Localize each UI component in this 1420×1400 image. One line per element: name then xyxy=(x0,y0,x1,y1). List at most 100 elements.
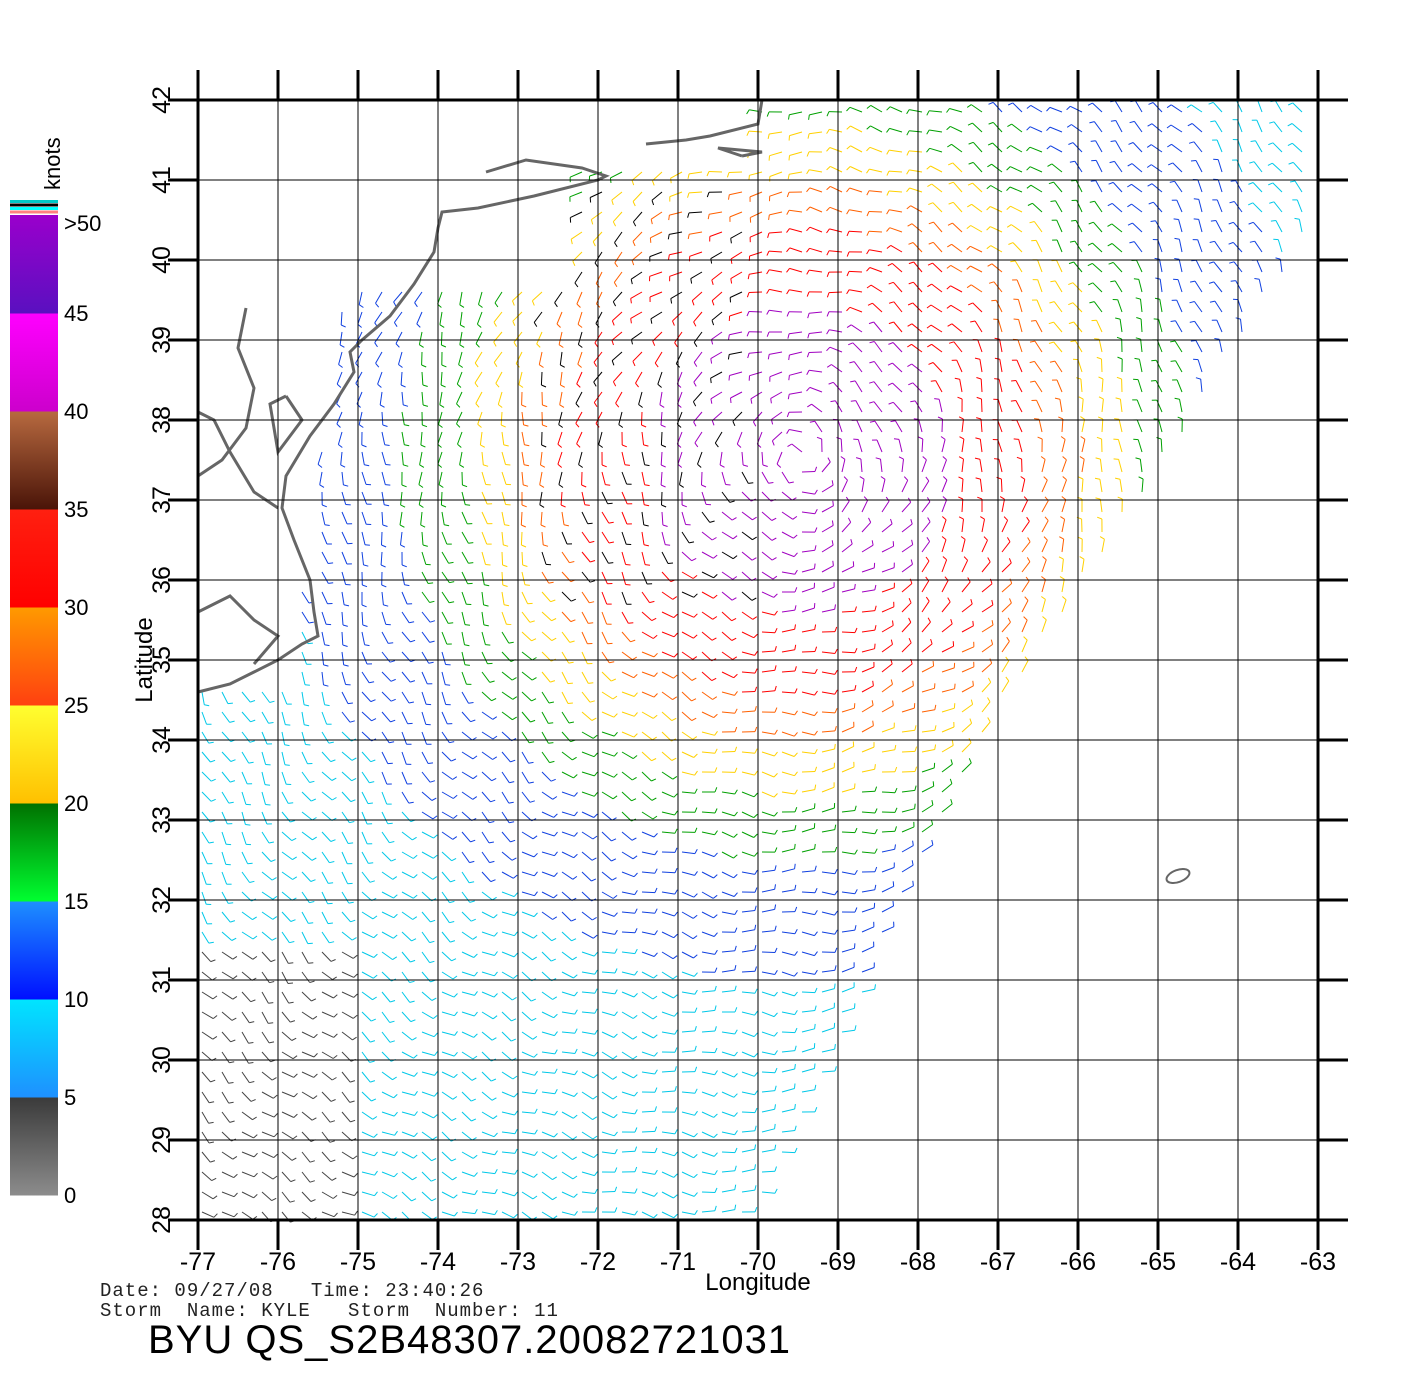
wind-barb xyxy=(581,671,589,684)
wind-barb xyxy=(1029,146,1043,153)
wind-barb-flag xyxy=(493,1132,498,1138)
wind-barb-flag xyxy=(1166,124,1172,129)
wind-barb-flag xyxy=(1059,536,1064,540)
wind-barb xyxy=(381,1171,395,1178)
wind-barb-flag xyxy=(654,1069,658,1075)
wind-barb xyxy=(381,931,394,939)
wind-barb xyxy=(201,1031,214,1040)
wind-barb-flag xyxy=(927,343,932,348)
wind-barb-flag xyxy=(420,524,426,528)
wind-barb xyxy=(441,551,450,564)
wind-barb-flag xyxy=(754,651,758,656)
wind-barb-flag xyxy=(713,713,718,718)
wind-barb-flag xyxy=(377,383,382,388)
wind-barb-flag xyxy=(269,700,275,703)
wind-barb xyxy=(1101,399,1104,413)
wind-barb-flag xyxy=(449,581,455,584)
wind-barb xyxy=(830,185,843,193)
wind-barb-flag xyxy=(868,321,874,325)
wind-barb xyxy=(1092,102,1103,113)
wind-barb xyxy=(929,147,943,153)
wind-barb xyxy=(961,581,971,593)
wind-barb-flag xyxy=(342,644,348,647)
wind-barb xyxy=(961,478,964,493)
wind-barb-flag xyxy=(1060,436,1066,440)
wind-barb xyxy=(494,291,503,304)
wind-barb-flag xyxy=(622,444,627,448)
wind-barb-flag xyxy=(465,504,471,506)
wind-barb xyxy=(541,591,551,603)
wind-barb xyxy=(615,391,623,404)
wind-barb-flag xyxy=(584,504,590,506)
wind-barb-flag xyxy=(504,524,510,527)
wind-barb xyxy=(381,411,384,426)
wind-barb-flag xyxy=(550,778,556,782)
wind-barb-flag xyxy=(794,824,797,831)
wind-barb-flag xyxy=(483,624,489,627)
wind-barb xyxy=(361,851,369,864)
wind-barb-flag xyxy=(926,110,930,116)
wind-barb xyxy=(621,711,635,717)
wind-barb xyxy=(456,391,463,405)
wind-barb-flag xyxy=(1107,202,1113,207)
wind-barb xyxy=(361,471,367,485)
wind-barb xyxy=(611,331,623,341)
wind-barb xyxy=(809,111,823,116)
wind-barb-flag xyxy=(362,584,368,588)
wind-barb xyxy=(661,1011,675,1017)
wind-barb-flag xyxy=(375,302,380,308)
wind-barb-flag xyxy=(491,777,497,782)
wind-barb xyxy=(361,1071,371,1083)
wind-barb-flag xyxy=(1135,337,1141,340)
wind-barb xyxy=(781,1130,795,1133)
wind-barb xyxy=(421,631,431,643)
wind-barb xyxy=(901,789,915,793)
wind-barb-flag xyxy=(392,956,398,961)
wind-barb xyxy=(1081,419,1086,433)
wind-barb-flag xyxy=(1029,340,1036,343)
wind-barb-flag xyxy=(750,398,753,404)
wind-barb xyxy=(441,571,450,583)
wind-barb xyxy=(1030,184,1043,193)
wind-barb-flag xyxy=(308,962,314,964)
wind-barb-flag xyxy=(673,674,678,679)
wind-barb xyxy=(400,491,403,505)
wind-barb xyxy=(601,751,615,757)
wind-barb xyxy=(769,351,783,355)
wind-barb-flag xyxy=(394,1130,398,1136)
wind-barb-flag xyxy=(898,456,904,460)
wind-barb xyxy=(501,671,513,681)
wind-barb xyxy=(601,771,615,778)
wind-barb xyxy=(281,1111,295,1118)
wind-barb-flag xyxy=(571,598,576,602)
wind-barb xyxy=(581,731,594,739)
wind-barb-flag xyxy=(428,762,434,764)
wind-barb-flag xyxy=(208,841,214,844)
wind-barb-flag xyxy=(814,865,817,871)
wind-barb xyxy=(561,831,575,837)
wind-barb-flag xyxy=(329,1120,336,1123)
wind-barb xyxy=(961,646,975,653)
wind-barb xyxy=(321,611,327,625)
wind-barb-flag xyxy=(1174,237,1180,240)
wind-barb xyxy=(681,531,690,544)
wind-barb-flag xyxy=(694,1066,698,1072)
wind-barb xyxy=(501,431,505,445)
colorbar-band-10-15 xyxy=(10,901,58,1000)
wind-barb xyxy=(893,321,903,333)
wind-barb xyxy=(873,401,883,413)
wind-barb-flag xyxy=(293,1073,298,1078)
wind-barb-flag xyxy=(400,504,406,508)
wind-barb xyxy=(493,311,503,323)
wind-barb xyxy=(375,291,383,304)
wind-barb-flag xyxy=(711,637,717,641)
wind-barb-flag xyxy=(612,221,617,227)
wind-barb xyxy=(621,491,628,505)
wind-barb xyxy=(701,551,714,559)
wind-barb-flag xyxy=(850,539,853,545)
wind-barb-flag xyxy=(794,807,798,813)
wind-barb-flag xyxy=(734,1184,737,1190)
wind-barb-flag xyxy=(403,464,409,467)
wind-barb xyxy=(1217,179,1223,193)
wind-barb xyxy=(1015,380,1023,393)
